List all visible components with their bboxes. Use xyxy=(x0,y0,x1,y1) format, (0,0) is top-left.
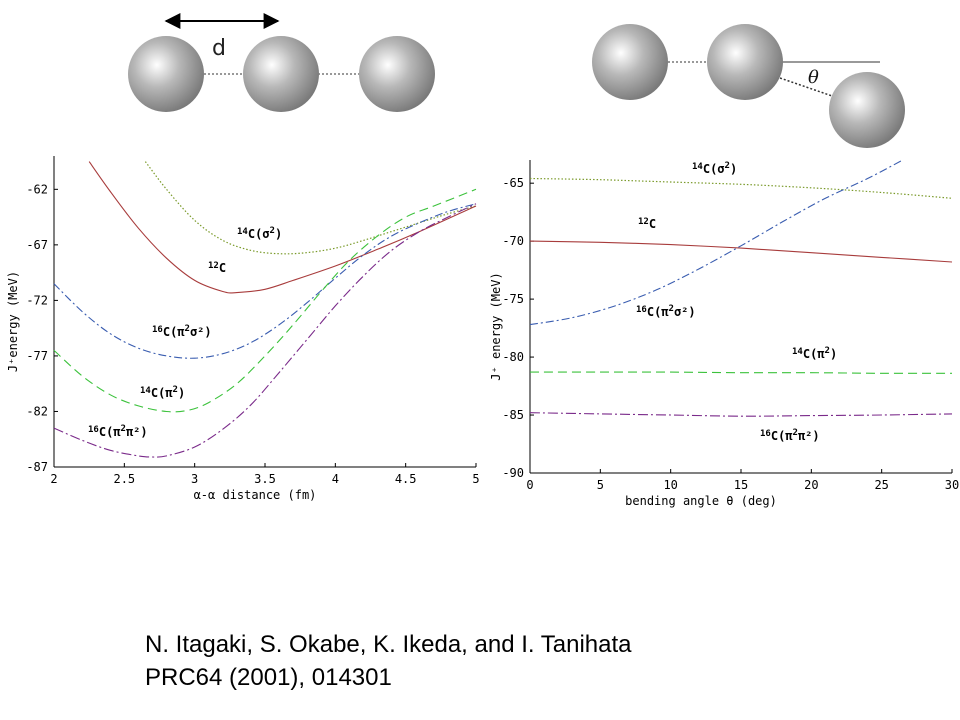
series-line-4 xyxy=(53,203,477,458)
y-tick-label: -87 xyxy=(26,460,48,474)
x-tick-label: 5 xyxy=(597,478,604,492)
y-tick-label: -65 xyxy=(502,176,524,190)
alpha-ball-4 xyxy=(592,24,668,100)
series-label-0: 14C(σ2) xyxy=(692,161,737,176)
alpha-ball-3 xyxy=(359,36,435,112)
y-axis-label: J⁺energy (MeV) xyxy=(6,271,20,372)
x-tick-label: 4.5 xyxy=(395,472,417,486)
angle-energy-chart: -65 -70 -75 -80 -85 -900 5 10 15 20 25 30 bending an… xyxy=(489,159,959,508)
y-tick-label: -75 xyxy=(502,292,524,306)
x-axis-label: α-α distance (fm) xyxy=(194,488,317,502)
alpha-ball-5 xyxy=(707,24,783,100)
series-line-3 xyxy=(529,371,953,374)
alpha-ball-1 xyxy=(128,36,204,112)
alpha-ball-2 xyxy=(243,36,319,112)
series-line-0 xyxy=(144,161,477,255)
y-tick-label: -90 xyxy=(502,466,524,480)
series-label-1: 12C xyxy=(208,261,226,275)
y-tick-label: -80 xyxy=(502,350,524,364)
series-label-2: 16C(π2σ²) xyxy=(636,304,696,319)
linear-chain-diagram: d xyxy=(128,13,435,112)
x-tick-label: 4 xyxy=(332,472,339,486)
x-tick-label: 30 xyxy=(945,478,959,492)
series-line-0 xyxy=(529,177,953,199)
distance-label: d xyxy=(212,36,226,61)
citation-authors: N. Itagaki, S. Okabe, K. Ikeda, and I. T… xyxy=(145,631,632,658)
x-tick-label: 2 xyxy=(50,472,57,486)
x-axis-label: bending angle θ (deg) xyxy=(625,494,777,508)
x-tick-label: 0 xyxy=(526,478,533,492)
bent-chain-diagram: θ xyxy=(592,24,905,148)
y-tick-label: -85 xyxy=(502,408,524,422)
y-axis-label: J⁺ energy (MeV) xyxy=(489,272,503,380)
y-tick-label: -67 xyxy=(26,238,48,252)
series-line-1 xyxy=(529,240,953,263)
x-tick-label: 10 xyxy=(663,478,677,492)
y-tick-label: -72 xyxy=(26,293,48,307)
x-tick-label: 3 xyxy=(191,472,198,486)
y-tick-label: -77 xyxy=(26,349,48,363)
x-tick-label: 5 xyxy=(472,472,479,486)
series-label-0: 14C(σ2) xyxy=(237,226,282,241)
alpha-ball-6 xyxy=(829,72,905,148)
series-label-1: 12C xyxy=(638,217,656,231)
citation: N. Itagaki, S. Okabe, K. Ikeda, and I. T… xyxy=(145,628,632,694)
series-label-2: 16C(π2σ²) xyxy=(152,324,212,339)
series-label-3: 14C(π2) xyxy=(792,346,837,361)
series-line-1 xyxy=(88,161,477,294)
y-tick-label: -62 xyxy=(26,182,48,196)
series-line-2 xyxy=(529,159,904,326)
x-tick-label: 3.5 xyxy=(254,472,276,486)
series-label-3: 14C(π2) xyxy=(140,385,185,400)
series-line-4 xyxy=(529,412,953,417)
angle-label: θ xyxy=(808,67,819,88)
y-tick-label: -82 xyxy=(26,404,48,418)
x-tick-label: 15 xyxy=(734,478,748,492)
series-line-2 xyxy=(53,203,477,359)
x-tick-label: 20 xyxy=(804,478,818,492)
distance-energy-chart: -62 -67 -72 -77 -82 -872 2.5 3 3.5 4 4.5 5 α-α dista… xyxy=(6,156,480,502)
series-label-4: 16C(π2π²) xyxy=(760,428,820,443)
x-tick-label: 2.5 xyxy=(113,472,135,486)
citation-journal: PRC64 (2001), 014301 xyxy=(145,664,392,691)
series-label-4: 16C(π2π²) xyxy=(88,424,148,439)
y-tick-label: -70 xyxy=(502,234,524,248)
series-line-3 xyxy=(53,188,477,413)
x-tick-label: 25 xyxy=(874,478,888,492)
